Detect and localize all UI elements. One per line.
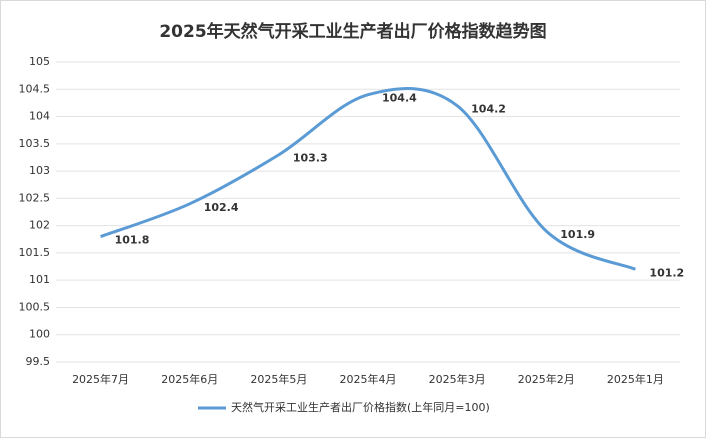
y-tick-label: 102.5 [19, 191, 51, 204]
data-label: 101.2 [649, 266, 684, 279]
y-tick-label: 101 [29, 273, 50, 286]
series-line [100, 86, 637, 271]
y-tick-label: 104.5 [19, 82, 51, 95]
x-tick-label: 2025年5月 [250, 372, 307, 386]
y-tick-label: 104 [29, 110, 50, 123]
data-label: 103.3 [293, 152, 328, 165]
x-tick-label: 2025年2月 [518, 372, 575, 386]
x-tick-label: 2025年3月 [429, 372, 486, 386]
data-label: 101.8 [115, 234, 150, 247]
data-label: 104.4 [382, 92, 417, 105]
y-tick-label: 101.5 [19, 246, 51, 259]
y-tick-label: 100.5 [19, 300, 51, 313]
data-label: 101.9 [560, 228, 595, 241]
x-tick-label: 2025年1月 [607, 372, 664, 386]
y-tick-label: 100 [29, 328, 50, 341]
legend-label: 天然气开采工业生产者出厂价格指数(上年同月=100) [231, 400, 490, 414]
x-tick-label: 2025年6月 [161, 372, 218, 386]
y-tick-label: 105 [29, 55, 50, 68]
data-label: 102.4 [204, 201, 239, 214]
y-tick-label: 99.5 [26, 355, 51, 368]
chart-title: 2025年天然气开采工业生产者出厂价格指数趋势图 [159, 21, 546, 42]
x-tick-label: 2025年4月 [340, 372, 397, 386]
y-tick-label: 103.5 [19, 137, 51, 150]
x-tick-label: 2025年7月 [72, 372, 129, 386]
y-tick-label: 102 [29, 219, 50, 232]
y-tick-label: 103 [29, 164, 50, 177]
data-label: 104.2 [471, 103, 506, 116]
